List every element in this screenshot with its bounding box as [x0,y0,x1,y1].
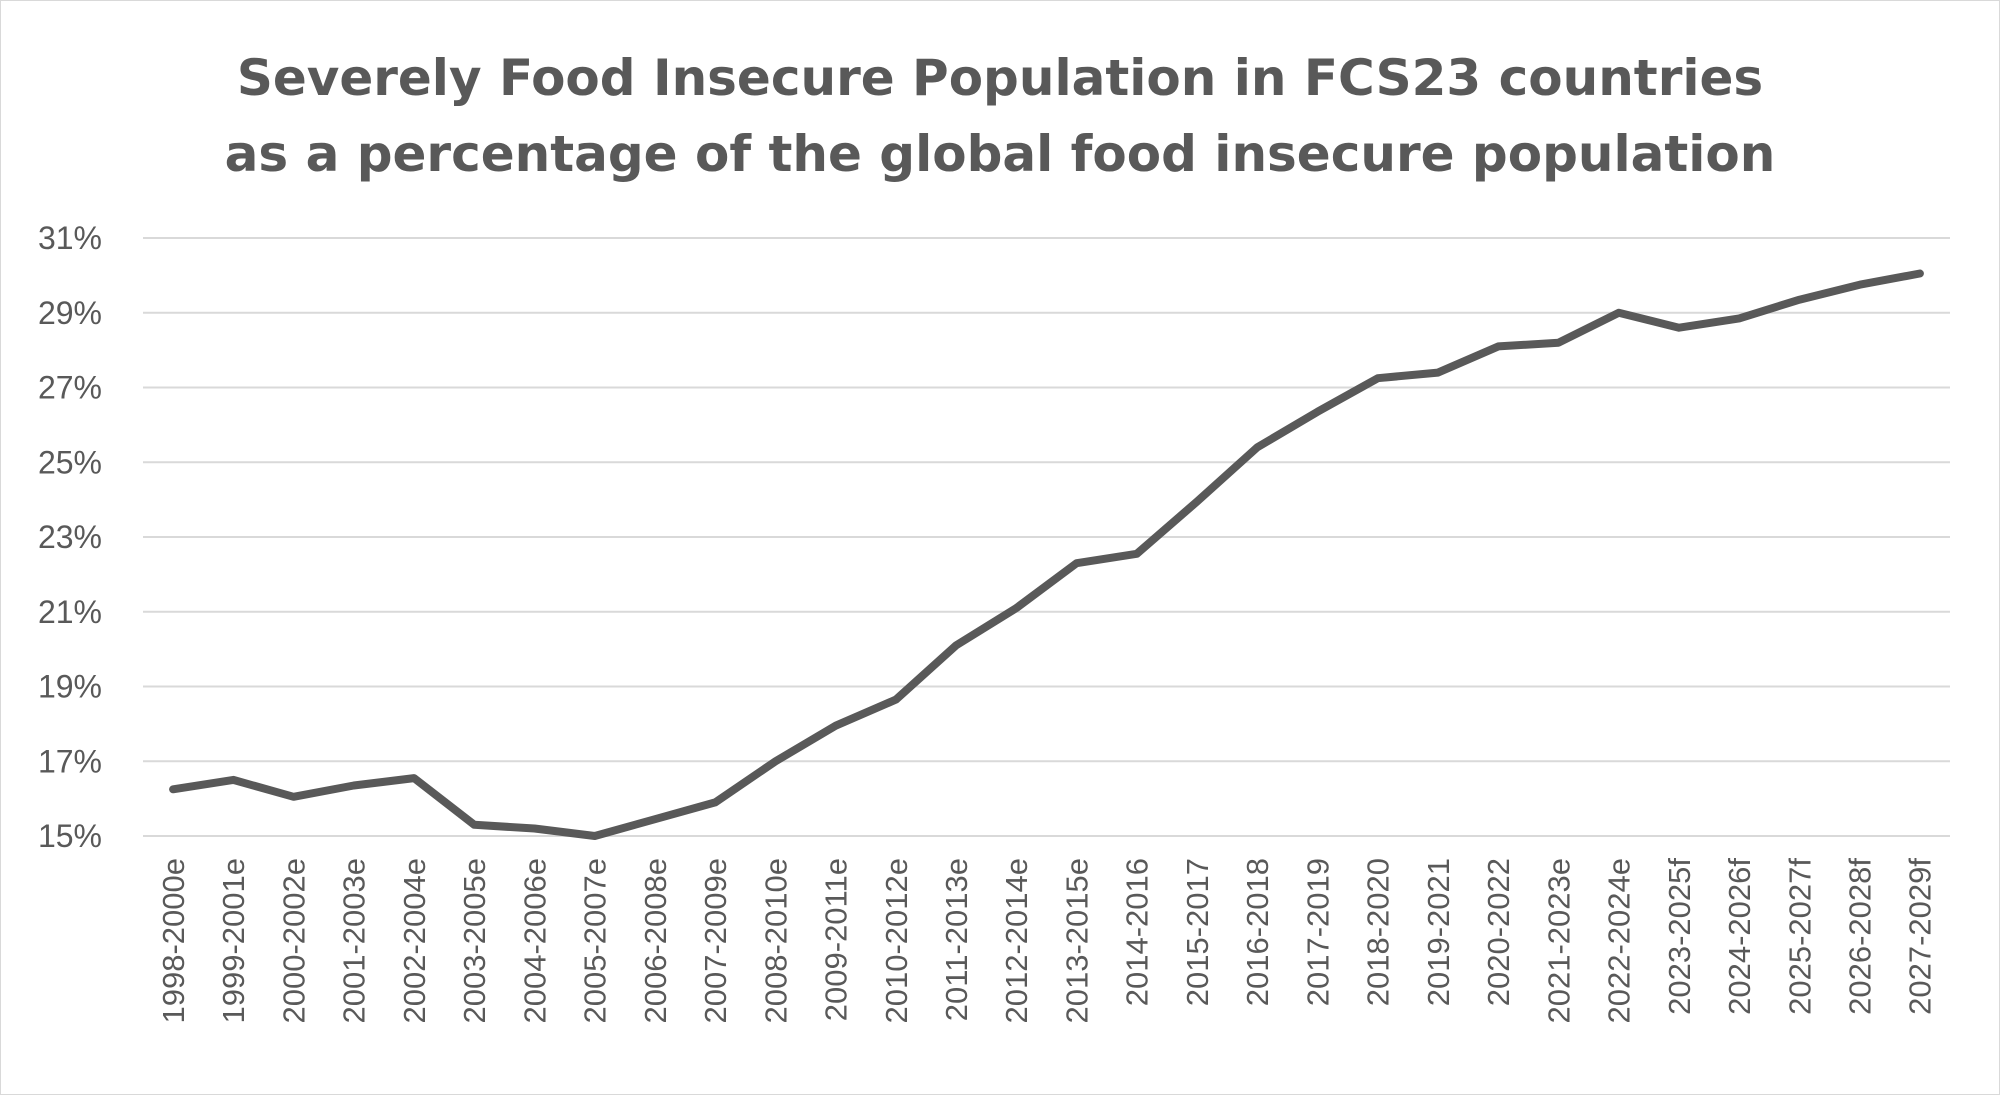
chart-title-block: Severely Food Insecure Population in FCS… [0,40,2000,192]
x-tick-label: 2015-2017 [1180,858,1215,1006]
y-tick-label: 31% [38,220,102,256]
y-tick-label: 21% [38,594,102,630]
chart-subtitle: as a percentage of the global food insec… [224,125,1776,183]
x-tick-label: 2021-2023e [1541,858,1576,1024]
x-tick-label: 2006-2008e [638,858,673,1024]
y-tick-label: 27% [38,370,102,406]
x-tick-label: 2024-2026f [1722,858,1757,1015]
x-tick-label: 2010-2012e [879,858,914,1024]
x-axis-ticks: 1998-2000e 1999-2001e 2000-2002e 2001-2003e… [156,858,1938,1024]
x-tick-label: 2022-2024e [1602,858,1637,1024]
x-tick-label: 2005-2007e [578,858,613,1024]
y-tick-label: 15% [38,818,102,854]
y-tick-label: 29% [38,295,102,331]
series-line [169,269,1924,840]
x-tick-label: 2007-2009e [698,858,733,1024]
x-tick-label: 2025-2027f [1782,858,1817,1015]
x-tick-label: 2013-2015e [1059,858,1094,1024]
x-tick-label: 2003-2005e [457,858,492,1024]
gridlines [143,237,1950,837]
x-tick-label: 2012-2014e [999,858,1034,1024]
x-tick-label: 2019-2021 [1421,858,1456,1006]
x-tick-label: 2001-2003e [337,858,372,1024]
x-tick-label: 2002-2004e [397,858,432,1024]
x-tick-label: 2023-2025f [1662,858,1697,1015]
x-tick-label: 1998-2000e [156,858,191,1024]
x-tick-label: 2014-2016 [1120,858,1155,1006]
x-tick-label: 1999-2001e [216,858,251,1024]
x-tick-label: 2018-2020 [1361,858,1396,1006]
y-tick-label: 17% [38,743,102,779]
x-tick-label: 2008-2010e [758,858,793,1024]
y-tick-label: 23% [38,519,102,555]
y-axis-ticks: 15% 17% 19% 21% 23% 25% 27% 29% 31% [38,220,102,854]
x-tick-label: 2009-2011e [819,858,854,1021]
x-tick-label: 2027-2029f [1903,858,1938,1015]
x-tick-label: 2004-2006e [517,858,552,1024]
x-tick-label: 2000-2002e [276,858,311,1024]
x-tick-label: 2017-2019 [1300,858,1335,1006]
x-tick-label: 2011-2013e [939,858,974,1021]
series-layer [169,269,1924,840]
x-tick-label: 2016-2018 [1240,858,1275,1006]
chart-title: Severely Food Insecure Population in FCS… [236,49,1764,107]
x-tick-label: 2020-2022 [1481,858,1516,1006]
y-tick-label: 25% [38,444,102,480]
y-tick-label: 19% [38,669,102,705]
x-tick-label: 2026-2028f [1843,858,1878,1015]
